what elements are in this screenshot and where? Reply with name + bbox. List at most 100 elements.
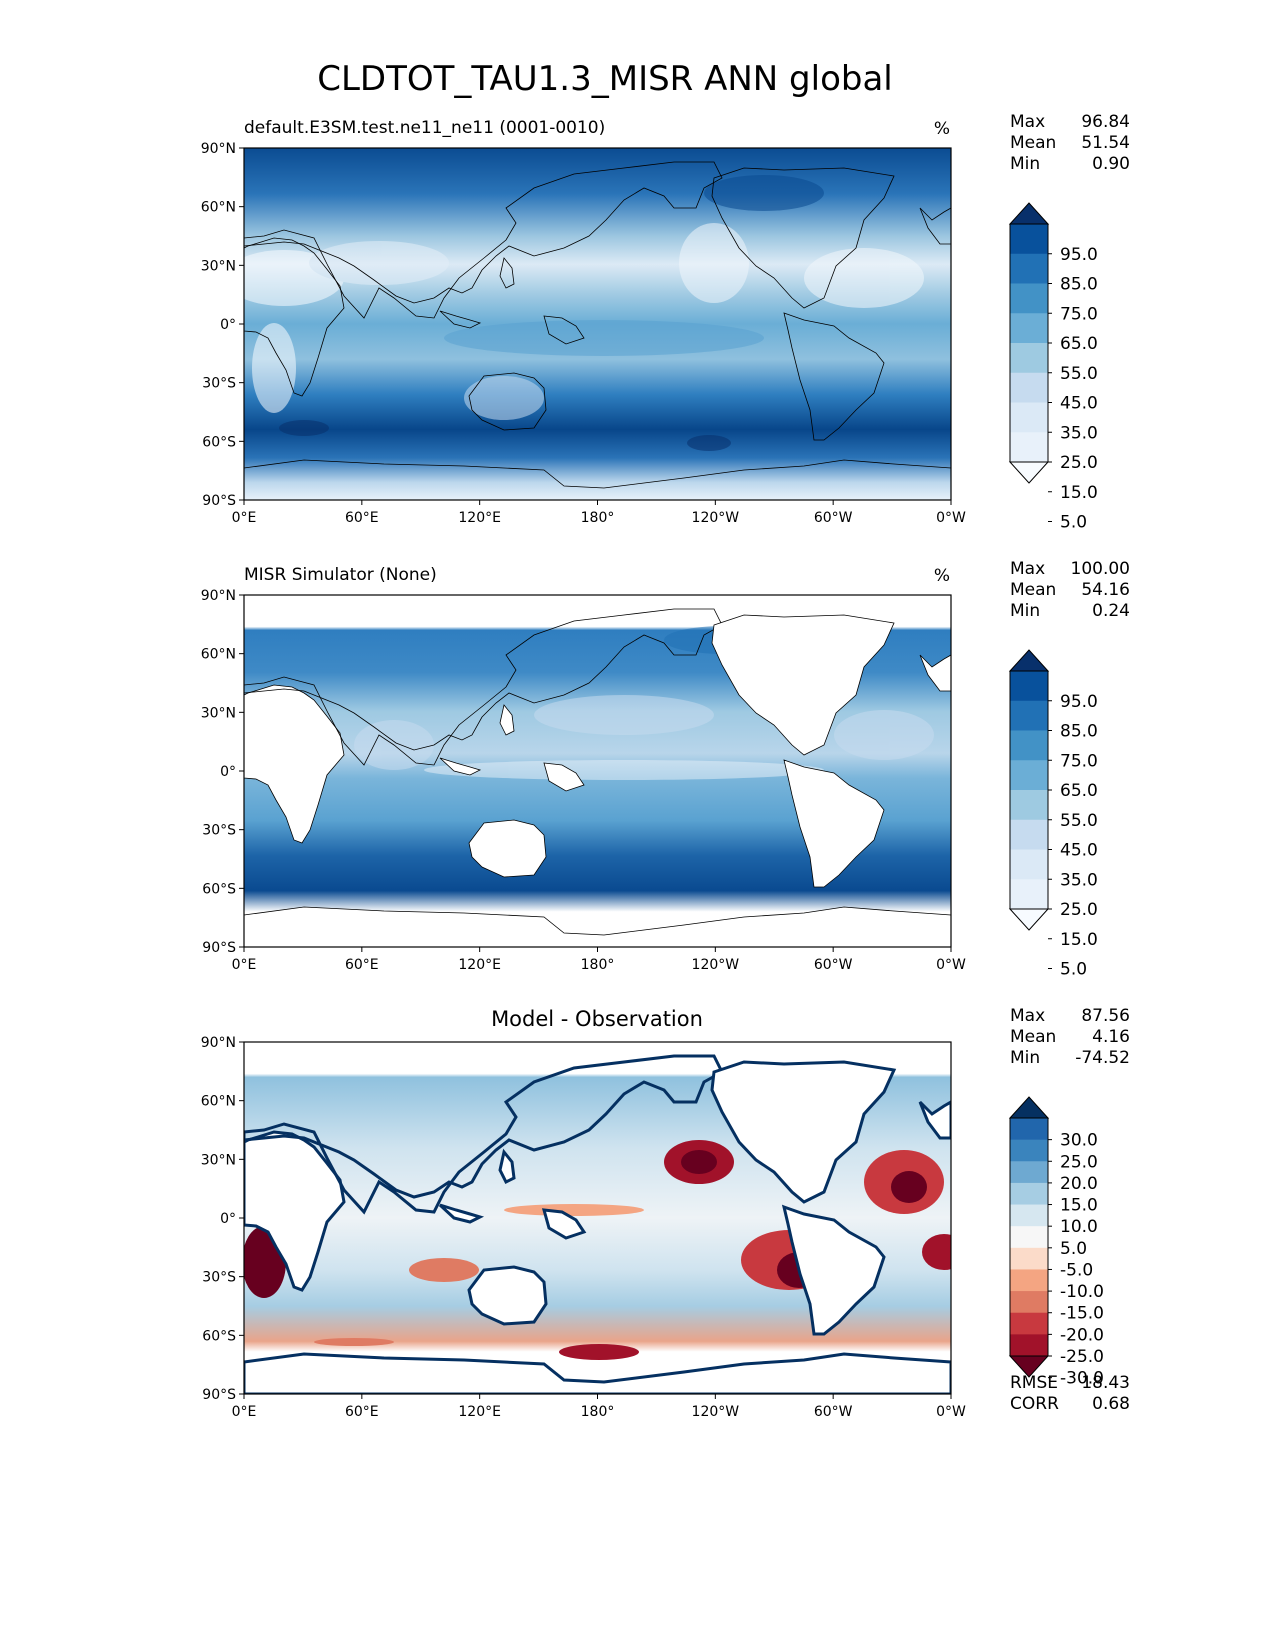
panel-diff-yticks: 90°N 60°N 30°N 0° 30°S 60°S 90°S: [201, 1035, 244, 1403]
colorbar-segment: [1010, 849, 1048, 880]
colorbar-segment: [1010, 1291, 1048, 1314]
colorbar-label: 25.0: [1060, 1152, 1098, 1172]
colorbar-label: -25.0: [1060, 1347, 1104, 1367]
colorbar-segment: [1010, 253, 1048, 284]
colorbar-label: 85.0: [1060, 722, 1098, 742]
colorbar-label: 25.0: [1060, 900, 1098, 920]
colorbar-top-extend: [1008, 1096, 1050, 1119]
x-tick-label: 180°: [581, 510, 615, 526]
panel-obs-yticks: 90°N 60°N 30°N 0° 30°S 60°S 90°S: [201, 588, 244, 956]
stat-label-max: Max: [1010, 112, 1045, 132]
panel-obs-title: MISR Simulator (None): [244, 565, 437, 585]
colorbar-label: 15.0: [1060, 483, 1098, 503]
colorbar-segment: [1010, 760, 1048, 791]
stat-label-min: Min: [1010, 154, 1040, 174]
x-tick-label: 0°E: [232, 510, 257, 526]
colorbar-segment: [1010, 1226, 1048, 1249]
stat-value-min: -74.52: [1075, 1048, 1130, 1068]
panel-diff-title: Model - Observation: [491, 1007, 703, 1031]
stat-value-max: 100.00: [1071, 559, 1130, 579]
y-tick-label: 60°N: [201, 1094, 236, 1110]
panel-diff-colorbar: 30.025.020.015.010.05.0-5.0-10.0-15.0-20…: [1008, 1096, 1104, 1389]
colorbar-label: 5.0: [1060, 1239, 1087, 1259]
metric-label-rmse: RMSE: [1010, 1373, 1058, 1393]
colorbar-label: 85.0: [1060, 275, 1098, 295]
colorbar-label: 75.0: [1060, 751, 1098, 771]
x-tick-label: 0°W: [936, 510, 966, 526]
y-tick-label: 0°: [220, 764, 236, 780]
y-tick-label: 30°S: [202, 1270, 236, 1286]
y-tick-label: 30°S: [202, 376, 236, 392]
y-tick-label: 60°S: [202, 1328, 236, 1344]
colorbar-top-extend: [1008, 202, 1050, 225]
colorbar-segment: [1010, 1182, 1048, 1206]
x-tick-label: 0°W: [936, 1404, 966, 1420]
x-tick-label: 120°E: [458, 957, 501, 973]
x-tick-label: 120°E: [458, 510, 501, 526]
y-tick-label: 90°S: [202, 1387, 236, 1403]
panel-obs-stats: Max 100.00 Mean 54.16 Min 0.24: [1010, 559, 1130, 621]
colorbar-label: 15.0: [1060, 1196, 1098, 1216]
panel-diff-xticks: 0°E 60°E 120°E 180° 120°W 60°W 0°W: [232, 1394, 966, 1420]
colorbar-segment: [1010, 313, 1048, 344]
panel-obs-units: %: [934, 566, 950, 586]
colorbar-label: 15.0: [1060, 930, 1098, 950]
colorbar-segment: [1010, 879, 1048, 910]
colorbar-label: 95.0: [1060, 692, 1098, 712]
y-tick-label: 90°N: [201, 1035, 236, 1051]
colorbar-segment: [1010, 1334, 1048, 1357]
x-tick-label: 60°W: [814, 957, 853, 973]
metric-value-rmse: 18.43: [1081, 1373, 1130, 1393]
colorbar-label: 35.0: [1060, 870, 1098, 890]
metric-label-corr: CORR: [1010, 1394, 1059, 1414]
x-tick-label: 120°W: [692, 510, 740, 526]
colorbar-label: 35.0: [1060, 423, 1098, 443]
panel-diff-stats: Max 87.56 Mean 4.16 Min -74.52: [1010, 1006, 1130, 1068]
x-tick-label: 120°W: [692, 1404, 740, 1420]
colorbar-segment: [1010, 819, 1048, 850]
y-tick-label: 30°S: [202, 823, 236, 839]
stat-label-mean: Mean: [1010, 133, 1056, 153]
panel-model-colorbar: 95.0 85.0 75.0 65.0 55.0 45.0 35.0 25.0 15.0 5.0: [1008, 202, 1098, 533]
stat-label-min: Min: [1010, 1048, 1040, 1068]
stat-label-min: Min: [1010, 601, 1040, 621]
panel-obs-colorbar: 95.0 85.0 75.0 65.0 55.0 45.0 35.0 25.0 15.0 5.0: [1008, 649, 1098, 980]
colorbar-label: 55.0: [1060, 364, 1098, 384]
colorbar-segment: [1010, 372, 1048, 403]
panel-model-yticks: 90°N 60°N 30°N 0° 30°S 60°S 90°S: [201, 141, 244, 509]
colorbar-segment: [1010, 790, 1048, 821]
x-tick-label: 0°E: [232, 957, 257, 973]
metric-value-corr: 0.68: [1092, 1394, 1130, 1414]
colorbar-bottom-extend: [1008, 908, 1050, 931]
y-tick-label: 0°: [220, 1211, 236, 1227]
x-tick-label: 0°W: [936, 957, 966, 973]
colorbar-segment: [1010, 343, 1048, 374]
x-tick-label: 60°W: [814, 510, 853, 526]
colorbar-segment: [1010, 1269, 1048, 1292]
colorbar-label: 10.0: [1060, 1217, 1098, 1237]
x-tick-label: 60°E: [345, 957, 379, 973]
colorbar-label: -10.0: [1060, 1282, 1104, 1302]
colorbar-label: 65.0: [1060, 781, 1098, 801]
colorbar-label: -15.0: [1060, 1304, 1104, 1324]
x-tick-label: 60°W: [814, 1404, 853, 1420]
colorbar-segment: [1010, 1247, 1048, 1270]
y-tick-label: 60°S: [202, 434, 236, 450]
panel-model-xticks: 0°E 60°E 120°E 180° 120°W 60°W 0°W: [232, 500, 966, 526]
x-tick-label: 0°E: [232, 1404, 257, 1420]
colorbar-label: 95.0: [1060, 245, 1098, 265]
colorbar-segment: [1010, 432, 1048, 463]
panel-diff-map: [244, 1042, 951, 1394]
y-tick-label: 90°S: [202, 493, 236, 509]
x-tick-label: 180°: [581, 1404, 615, 1420]
panel-model-title: default.E3SM.test.ne11_ne11 (0001-0010): [244, 118, 605, 138]
y-tick-label: 30°N: [201, 705, 236, 721]
colorbar-segment: [1010, 1118, 1048, 1141]
colorbar-label: -30.0: [1060, 1369, 1104, 1389]
colorbar-label: 45.0: [1060, 841, 1098, 861]
y-tick-label: 60°N: [201, 200, 236, 216]
colorbar-label: 75.0: [1060, 304, 1098, 324]
colorbar-label: 25.0: [1060, 453, 1098, 473]
figure-title: CLDTOT_TAU1.3_MISR ANN global: [317, 59, 893, 99]
